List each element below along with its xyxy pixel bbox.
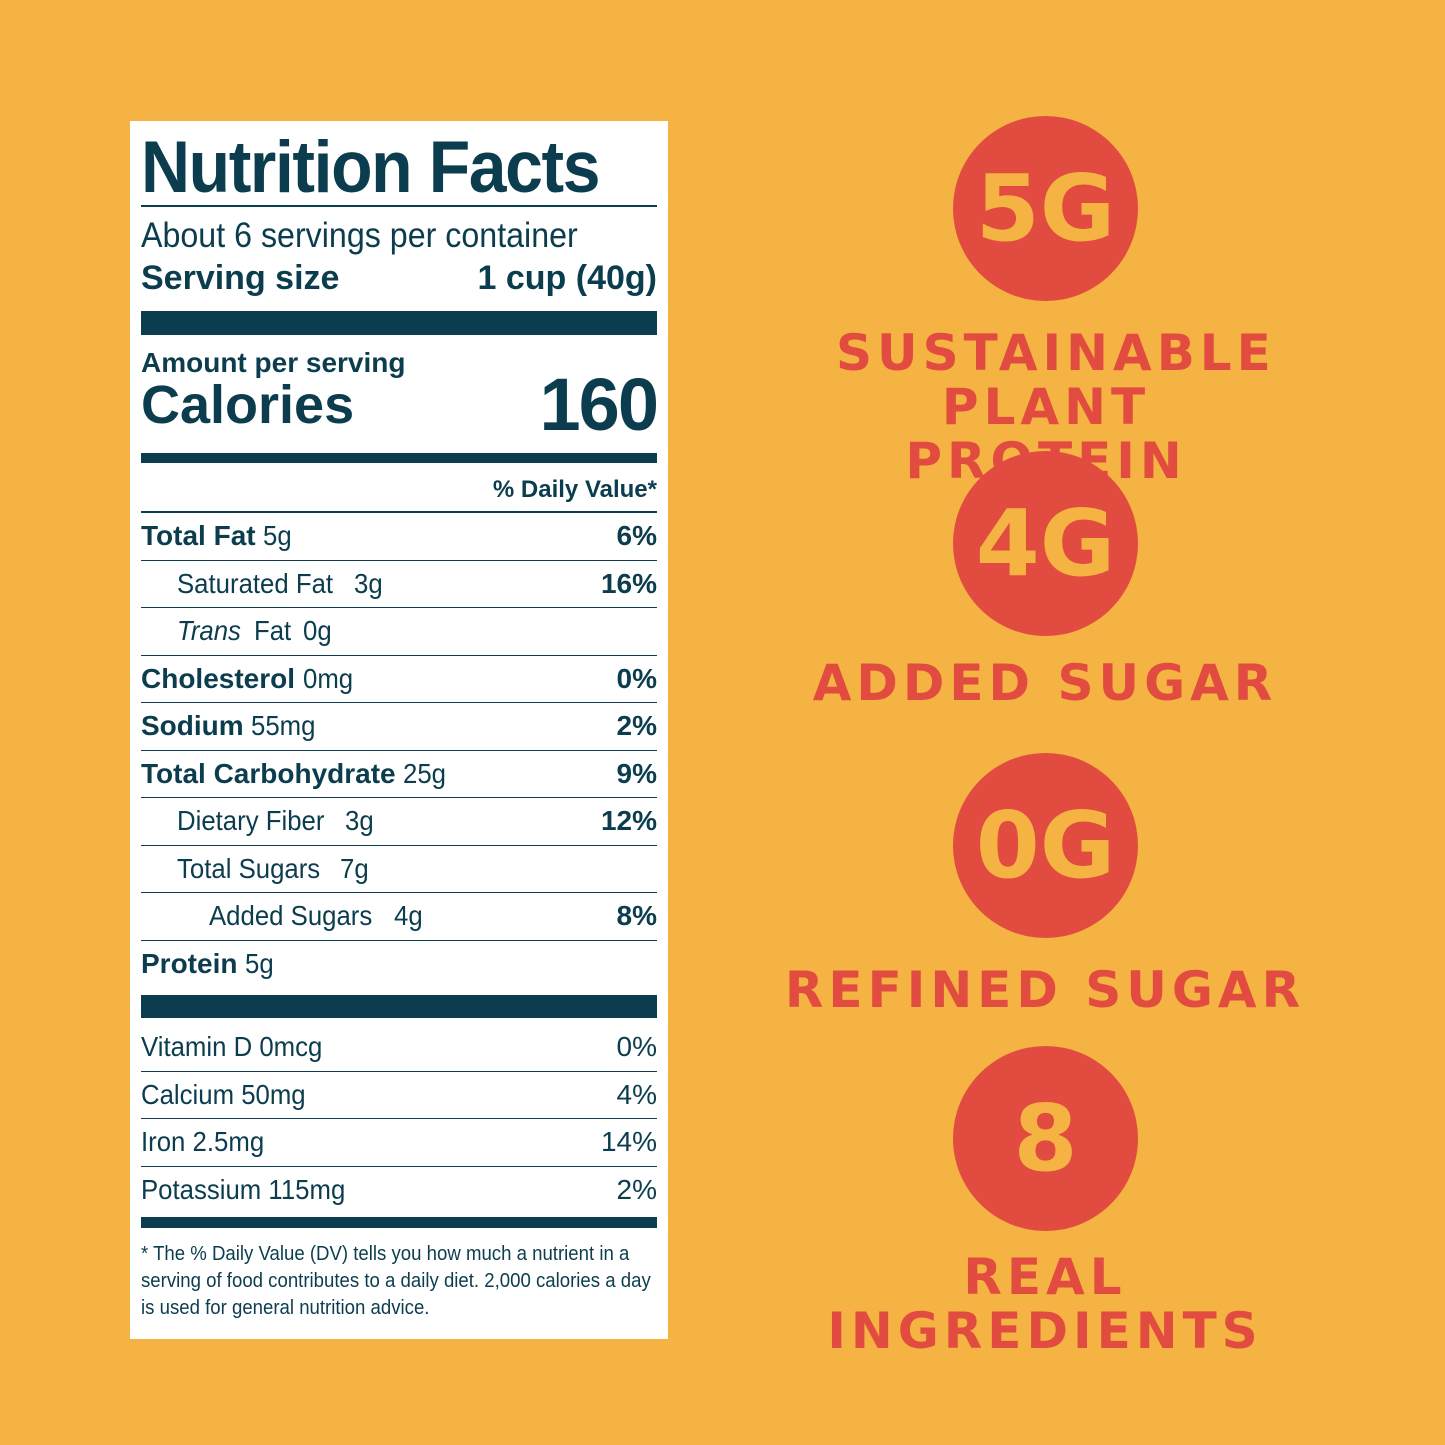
vitamin-name: Calcium 50mg — [141, 1078, 306, 1110]
calories: Calories 160 — [141, 363, 659, 446]
vitamin-row: Calcium 50mg 4% — [141, 1072, 657, 1119]
medium-divider — [141, 453, 657, 463]
serving-size: Serving size 1 cup (40g) — [141, 258, 657, 298]
nutrient-name: Total Sugars — [177, 852, 321, 884]
nutrient-name: Saturated Fat — [177, 567, 334, 599]
nutrient-row-protein: Protein 5g — [141, 941, 657, 988]
nutrient-amount: 3g — [345, 805, 374, 837]
nutrition-facts-label: Nutrition Facts About 6 servings per con… — [130, 121, 668, 1339]
vitamin-name: Vitamin D 0mcg — [141, 1031, 323, 1063]
thick-divider — [141, 995, 657, 1018]
nutrient-dv: 6% — [616, 520, 657, 552]
vitamin-dv: 14% — [600, 1126, 657, 1158]
divider — [141, 205, 657, 207]
nutrient-name: Added Sugars — [209, 900, 373, 932]
amount-per-serving: Amount per serving — [141, 347, 406, 378]
claim-badge-refined-sugar: 0G — [953, 753, 1138, 938]
nutrient-amount: 5g — [245, 947, 274, 979]
nutrient-name-rest: Fat — [254, 615, 292, 647]
nutrient-amount: 3g — [354, 567, 384, 599]
claim-badge-added-sugar: 4G — [953, 451, 1138, 636]
label-title: Nutrition Facts — [141, 127, 600, 208]
nutrient-amount: 55mg — [251, 710, 316, 742]
calories-label: Calories — [141, 375, 355, 435]
nutrient-name: Total Carbohydrate — [141, 757, 396, 789]
vitamin-rows: Vitamin D 0mcg 0% Calcium 50mg 4% Iron 2.5… — [141, 1024, 657, 1213]
thick-divider — [141, 311, 657, 335]
nutrient-row-total-carbohydrate: Total Carbohydrate 25g 9% — [141, 751, 657, 798]
nutrient-name: Trans — [177, 615, 241, 647]
vitamin-dv: 2% — [616, 1173, 657, 1205]
vitamin-row: Vitamin D 0mcg 0% — [141, 1024, 657, 1072]
nutrient-name: Sodium — [141, 710, 244, 742]
nutrient-amount: 0g — [302, 615, 332, 647]
nutrient-dv: 12% — [600, 805, 657, 837]
nutrient-row-sodium: Sodium 55mg 2% — [141, 703, 657, 751]
nutrient-row-added-sugars: Added Sugars 4g 8% — [141, 893, 657, 941]
nutrient-dv: 9% — [616, 757, 657, 789]
vitamin-dv: 4% — [616, 1078, 657, 1110]
vitamin-row: Potassium 115mg 2% — [141, 1167, 657, 1214]
claim-badge-ingredients: 8 — [953, 1046, 1138, 1231]
serving-size-label: Serving size — [141, 259, 340, 297]
nutrient-dv: 8% — [616, 900, 657, 932]
footnote: * The % Daily Value (DV) tells you how m… — [141, 1243, 651, 1319]
claim-badge-protein: 5G — [953, 116, 1138, 301]
claim-text-refined-sugar: REFINED SUGAR — [784, 961, 1306, 1019]
vitamin-name: Potassium 115mg — [141, 1173, 346, 1205]
nutrient-dv: 2% — [616, 710, 657, 742]
nutrient-amount: 0mg — [302, 662, 353, 694]
serving-size-value: 1 cup (40g) — [477, 259, 657, 297]
nutrient-name: Total Fat — [141, 520, 256, 552]
nutrient-amount: 4g — [394, 900, 423, 932]
vitamin-dv: 0% — [616, 1031, 657, 1063]
medium-divider — [141, 1217, 657, 1228]
nutrient-row-total-sugars: Total Sugars 7g — [141, 846, 657, 893]
nutrient-dv: 0% — [616, 662, 657, 694]
nutrient-name: Dietary Fiber — [177, 805, 325, 837]
claim-text-added-sugar: ADDED SUGAR — [812, 654, 1278, 712]
vitamin-row: Iron 2.5mg 14% — [141, 1119, 657, 1167]
nutrient-name: Cholesterol — [141, 662, 296, 694]
nutrient-row-trans-fat: Trans Fat 0g — [141, 608, 657, 656]
nutrient-rows: Total Fat 5g 6% Saturated Fat 3g 16% Trans… — [141, 513, 657, 987]
daily-value-header: % Daily Value* — [492, 476, 657, 503]
servings-per-container: About 6 servings per container — [141, 216, 578, 255]
nutrient-dv: 16% — [600, 567, 657, 599]
nutrient-row-saturated-fat: Saturated Fat 3g 16% — [141, 561, 657, 608]
nutrient-row-total-fat: Total Fat 5g 6% — [141, 513, 657, 561]
nutrient-amount: 7g — [340, 852, 370, 884]
vitamin-name: Iron 2.5mg — [141, 1126, 265, 1158]
nutrient-row-cholesterol: Cholesterol 0mg 0% — [141, 656, 657, 703]
claim-text-ingredients: REAL INGREDIENTS — [827, 1248, 1263, 1360]
divider — [141, 511, 657, 513]
calories-value: 160 — [539, 363, 659, 446]
nutrient-row-dietary-fiber: Dietary Fiber 3g 12% — [141, 798, 657, 846]
nutrient-name: Protein — [141, 947, 238, 979]
nutrient-amount: 25g — [403, 757, 447, 789]
nutrient-amount: 5g — [263, 520, 293, 552]
